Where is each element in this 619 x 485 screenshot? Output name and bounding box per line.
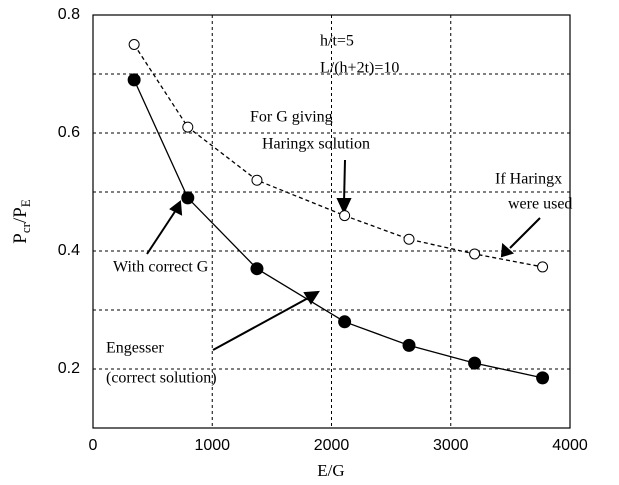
annotation: h/t=5 bbox=[320, 33, 354, 50]
arrowhead bbox=[336, 198, 352, 215]
data-point bbox=[469, 248, 481, 260]
plot-frame bbox=[92, 14, 571, 429]
data-point bbox=[339, 210, 351, 222]
annotation: If Haringx bbox=[495, 171, 562, 188]
data-point bbox=[468, 356, 482, 370]
arrow bbox=[146, 209, 177, 255]
x-tick-label: 3000 bbox=[433, 437, 469, 454]
annotation: L/(h+2t)=10 bbox=[320, 60, 399, 77]
annotation: were used bbox=[508, 196, 572, 213]
x-tick-label: 2000 bbox=[314, 437, 350, 454]
y-axis-label-part: cr bbox=[18, 222, 33, 233]
arrow bbox=[509, 217, 541, 249]
annotation: (correct solution) bbox=[106, 370, 217, 387]
arrow bbox=[212, 296, 311, 351]
annotation: With correct G bbox=[113, 259, 209, 276]
data-point bbox=[181, 191, 195, 205]
arrow bbox=[343, 159, 346, 204]
data-point bbox=[182, 121, 194, 133]
arrowhead bbox=[169, 200, 183, 216]
arrowhead bbox=[303, 290, 320, 305]
data-point bbox=[127, 73, 141, 87]
annotation: For G giving bbox=[250, 109, 333, 126]
data-point bbox=[250, 262, 264, 276]
arrows bbox=[146, 159, 541, 351]
annotation: Haringx solution bbox=[262, 136, 370, 153]
y-axis-label-part: E bbox=[18, 199, 33, 207]
x-tick-label: 0 bbox=[89, 437, 98, 454]
y-tick-label: 0.4 bbox=[58, 242, 80, 259]
y-axis-label: Pcr/PE bbox=[10, 199, 33, 244]
data-point bbox=[402, 338, 416, 352]
y-axis-label-part: /P bbox=[10, 207, 31, 223]
series-line bbox=[133, 44, 543, 268]
y-tick-label: 0.2 bbox=[58, 360, 80, 377]
data-point bbox=[403, 233, 415, 245]
data-point bbox=[251, 174, 263, 186]
x-tick-label: 1000 bbox=[194, 437, 230, 454]
x-tick-label: 4000 bbox=[552, 437, 588, 454]
y-tick-label: 0.6 bbox=[58, 124, 80, 141]
y-tick-label: 0.8 bbox=[58, 6, 80, 23]
data-point bbox=[536, 371, 550, 385]
x-axis-label: E/G bbox=[317, 461, 344, 480]
data-point bbox=[128, 39, 140, 50]
annotation: Engesser bbox=[106, 340, 164, 357]
y-axis-label-part: P bbox=[10, 233, 31, 244]
series-line bbox=[133, 79, 543, 379]
data-point bbox=[537, 261, 549, 273]
data-point bbox=[338, 315, 352, 329]
